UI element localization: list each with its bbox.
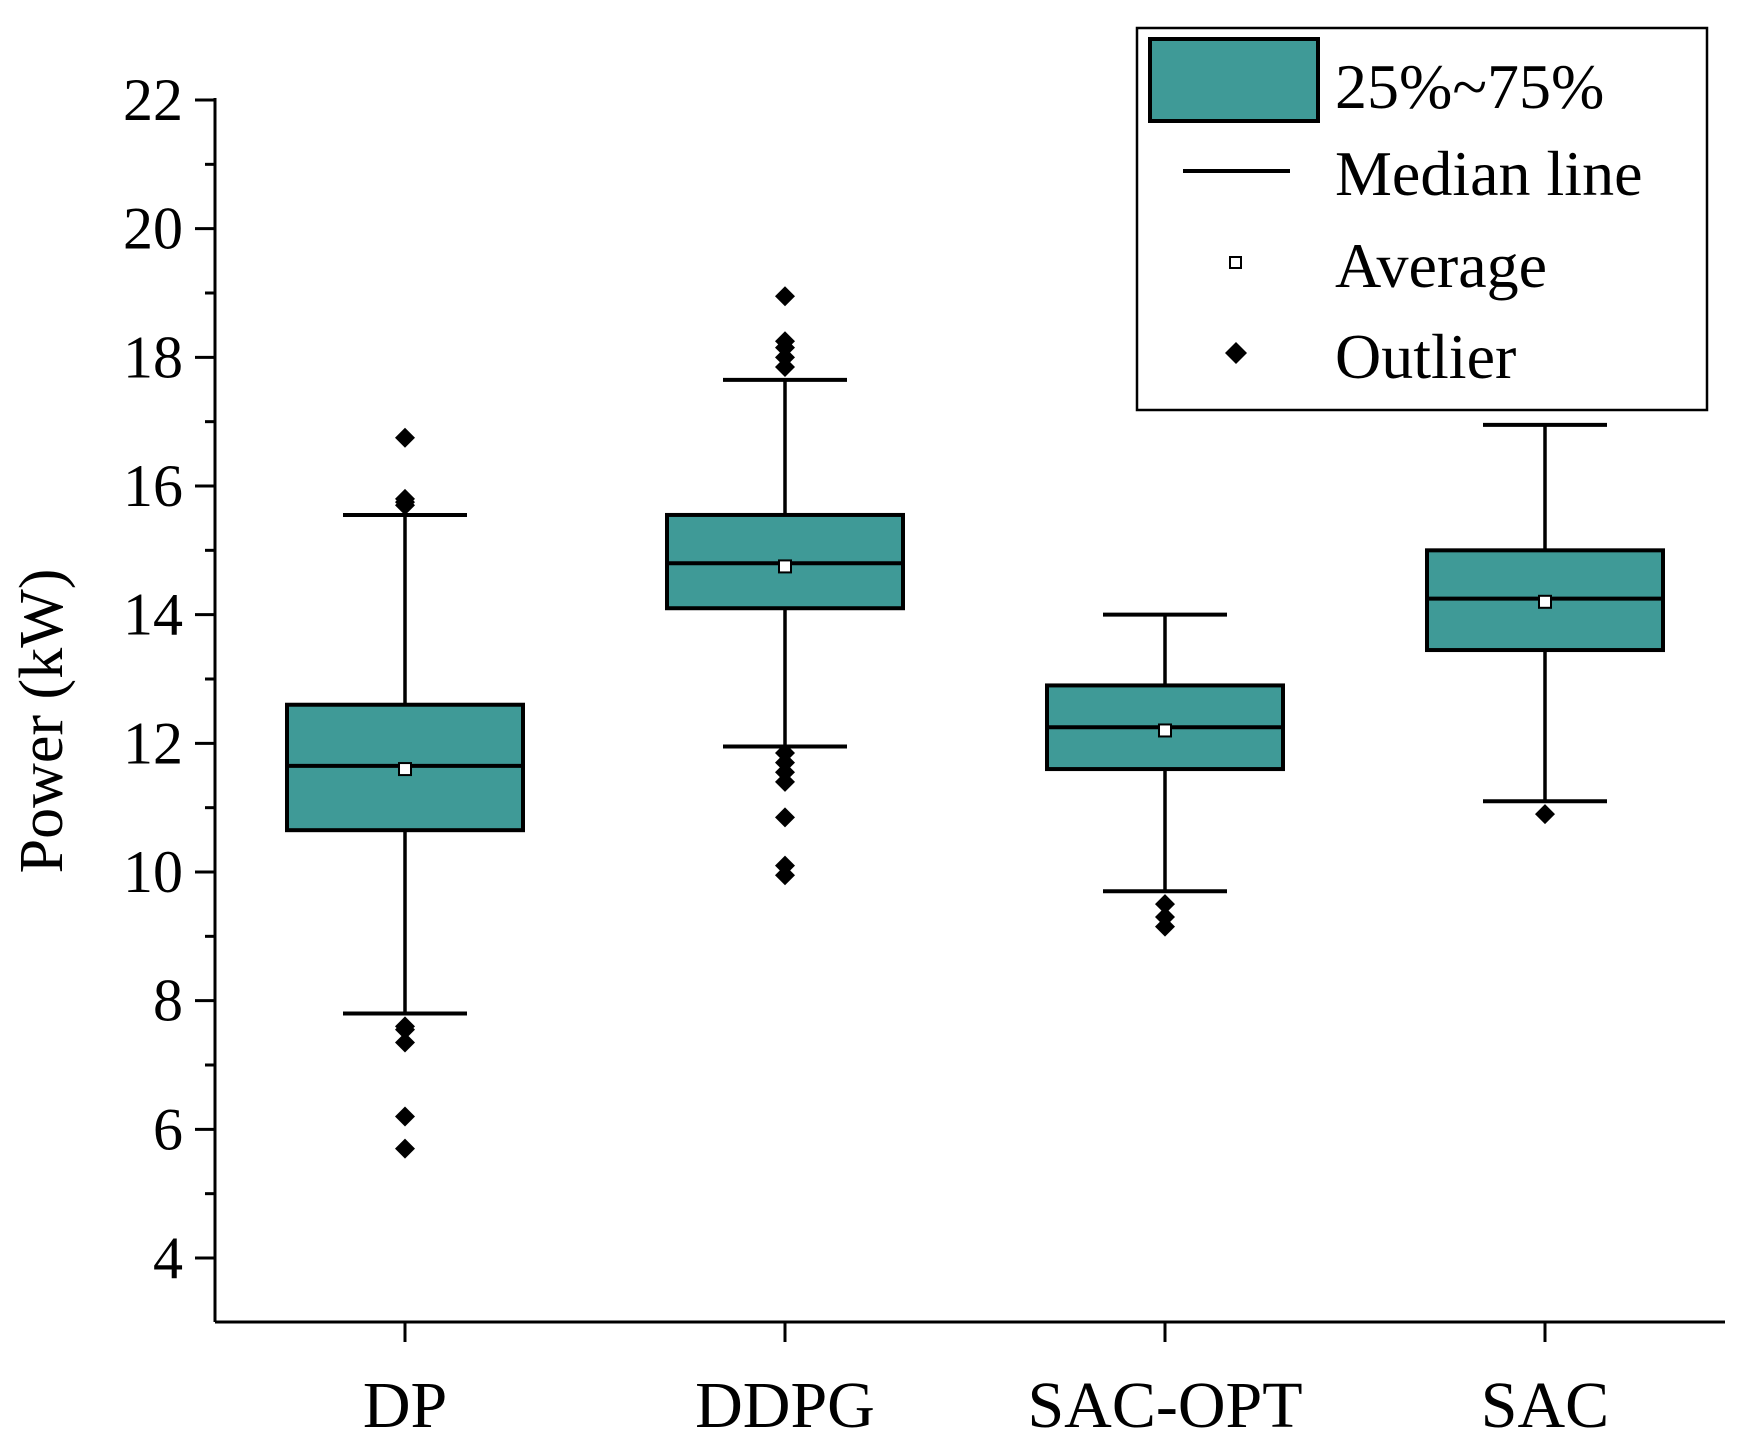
outlier-point — [395, 1106, 415, 1127]
outlier-point — [1155, 916, 1175, 937]
outlier-point — [775, 331, 795, 352]
mean-marker — [1538, 594, 1552, 609]
outlier-point — [1535, 804, 1555, 825]
box-sac — [1425, 422, 1665, 825]
mean-marker — [778, 559, 792, 574]
outlier-point — [395, 427, 415, 448]
legend: 25%~75% Median line Average Outlier — [1135, 26, 1709, 412]
x-tick-label: DDPG — [695, 1369, 875, 1442]
y-axis: 4 6 8 10 12 14 16 18 20 22 Power (kW) — [8, 67, 217, 1322]
outlier-point — [395, 1032, 415, 1053]
y-tick-label: 10 — [123, 839, 183, 905]
y-tick-label: 6 — [153, 1096, 183, 1162]
outlier-point — [775, 865, 795, 886]
outlier-point — [1155, 894, 1175, 915]
y-tick-label: 16 — [123, 453, 183, 519]
legend-label-median: Median line — [1335, 138, 1642, 209]
y-tick-label: 8 — [153, 968, 183, 1034]
mean-marker — [1158, 723, 1172, 738]
y-tick-label: 12 — [123, 710, 183, 776]
outlier-point — [775, 771, 795, 792]
y-tick-label: 14 — [123, 582, 183, 648]
legend-label-outlier: Outlier — [1335, 321, 1516, 392]
outlier-point — [395, 1019, 415, 1040]
box-dp — [285, 427, 525, 1159]
outlier-point — [395, 1138, 415, 1159]
box-sac-opt — [1045, 612, 1285, 937]
box-series — [285, 286, 1665, 1159]
y-tick-label: 18 — [123, 324, 183, 390]
y-axis-label: Power (kW) — [8, 569, 76, 874]
outlier-point — [775, 286, 795, 307]
y-tick-label: 20 — [123, 196, 183, 262]
box-ddpg — [665, 286, 905, 886]
outlier-point — [775, 807, 795, 828]
y-tick-label: 22 — [123, 67, 183, 133]
legend-mean-swatch — [1229, 256, 1242, 269]
x-tick-label: SAC — [1481, 1369, 1609, 1442]
x-axis: DP DDPG SAC-OPT SAC — [215, 1320, 1725, 1442]
legend-label-mean: Average — [1335, 230, 1547, 301]
legend-outlier-swatch — [1225, 342, 1247, 364]
x-tick-label: SAC-OPT — [1027, 1369, 1302, 1442]
y-tick-label: 4 — [153, 1225, 183, 1291]
x-tick-label: DP — [363, 1369, 447, 1442]
mean-marker — [398, 762, 412, 777]
legend-box-swatch — [1148, 37, 1320, 123]
legend-label-box: 25%~75% — [1335, 51, 1604, 122]
outlier-point — [395, 488, 415, 509]
